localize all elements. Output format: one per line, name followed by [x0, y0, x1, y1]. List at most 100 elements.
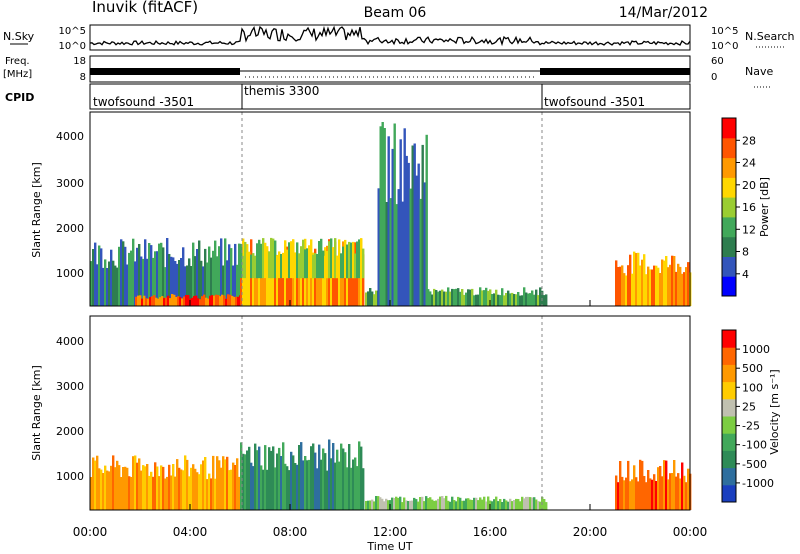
freq-label: Freq. — [5, 56, 30, 67]
velocity-cells-cell-0 — [134, 455, 137, 510]
power-cells-cell-0 — [176, 263, 179, 306]
velocity-cells-cell-0 — [180, 469, 183, 510]
velocity-cells-cell-0 — [234, 465, 237, 510]
velocity-cells-cell-1 — [264, 445, 267, 510]
velocity-cbticks-label-3: 25 — [742, 400, 756, 413]
velocity-cells-cell-1 — [252, 466, 255, 510]
velocity-cbticks-label-0: 1000 — [742, 343, 770, 356]
power-cells-cell-4 — [489, 289, 492, 306]
power-cells-cell-2 — [256, 251, 259, 306]
power-cells-cell-2 — [358, 261, 361, 306]
velocity-cells-cell-2 — [405, 500, 408, 510]
freq-trace — [90, 68, 690, 78]
power-cells-cell-4 — [535, 289, 538, 306]
velocity-cells-cell-0 — [104, 465, 107, 510]
velocity-cells-cell-2 — [507, 501, 510, 510]
power-cells-cell-4 — [441, 289, 444, 306]
velocity-cells-cell-1 — [300, 442, 303, 510]
velocity-cells-cell-1 — [316, 468, 319, 510]
power-cells-cell-2 — [282, 253, 285, 306]
velocity-cells-cell-2 — [505, 500, 508, 510]
power-cells-cell-4 — [471, 288, 474, 306]
velocity-colorbar-band-9 — [722, 330, 736, 348]
velocity-cells-cell-1 — [282, 442, 285, 510]
power-cells-cell-1 — [137, 295, 140, 306]
cpid-frame — [89, 83, 691, 110]
power-cells-cell-1 — [221, 294, 224, 306]
power-cells-cell-4 — [365, 292, 368, 306]
velocity-cells-cell-1 — [306, 460, 309, 510]
power-cells-cell-3 — [356, 241, 359, 279]
velocity-cells-cell-1 — [258, 446, 261, 510]
power-cells-cell-6 — [687, 262, 690, 306]
power-cells-cell-4 — [499, 295, 502, 306]
velocity-cells-cell-0 — [238, 476, 241, 510]
power-cells-cell-0 — [120, 239, 123, 306]
velocity-cells-cell-0 — [160, 465, 163, 510]
power-cells-cell-0 — [214, 240, 217, 306]
power-cells-cell-2 — [340, 261, 343, 306]
power-cells-cell-3 — [342, 246, 345, 279]
power-cells-cell-2 — [330, 255, 333, 306]
nsky-frame — [89, 24, 691, 51]
velocity-cells-cell-0 — [132, 456, 135, 510]
power-cells-cell-3 — [278, 251, 281, 279]
power-cells-cell-0 — [118, 246, 121, 306]
power-cells-cell-0 — [222, 265, 225, 306]
velocity-cells-cell-1 — [346, 467, 349, 510]
power-cells-cell-2 — [352, 250, 355, 306]
power-cells-cell-5 — [395, 204, 398, 306]
velocity-cells-cell-1 — [328, 439, 331, 510]
power-cells-cell-4 — [371, 291, 374, 306]
velocity-cells-cell-0 — [190, 467, 193, 510]
power-cells-cell-6 — [621, 265, 624, 306]
power-ylabel: Slant Range [km] — [30, 162, 43, 258]
velocity-cells-cell-2 — [435, 500, 438, 510]
power-cells-cell-1 — [231, 295, 234, 306]
velocity-cells-cell-0 — [214, 478, 217, 510]
power-cells-cell-5 — [383, 128, 386, 306]
velocity-cells-cell-2 — [455, 501, 458, 510]
velocity-cells-cell-0 — [142, 465, 145, 510]
power-cells-cell-5 — [401, 201, 404, 306]
velocity-cells-cell-1 — [330, 458, 333, 510]
velocity-cells-cell-0 — [204, 457, 207, 510]
power-cells-cell-0 — [160, 242, 163, 306]
power-cells-cell-4 — [429, 291, 432, 306]
power-cbticks-label-3: 16 — [742, 201, 756, 214]
power-cells-cell-6 — [623, 273, 626, 306]
power-cells-cell-3 — [302, 239, 305, 279]
velocity-cells-cell-3 — [629, 481, 632, 510]
velocity-cells-cell-1 — [324, 453, 327, 510]
power-cells-cell-3 — [304, 249, 307, 279]
power-cells-cell-1 — [233, 296, 236, 306]
power-cells-cell-1 — [185, 295, 188, 306]
velocity-cells-cell-1 — [320, 459, 323, 510]
power-cells-cell-6 — [617, 267, 620, 306]
velocity-cells-cell-2 — [429, 497, 432, 510]
power-cells-cell-2 — [306, 255, 309, 306]
power-cells-cell-3 — [280, 254, 283, 279]
power-cells-cell-6 — [671, 255, 674, 306]
power-cells-cell-2 — [346, 257, 349, 306]
velocity-cells-cell-0 — [166, 476, 169, 510]
velocity-cells-cell-0 — [162, 466, 165, 510]
power-cells-cell-3 — [312, 254, 315, 279]
power-cells-cell-1 — [209, 295, 212, 306]
velocity-cells-cell-1 — [336, 449, 339, 510]
power-cells-cell-1 — [237, 296, 240, 306]
velocity-cells-cell-0 — [110, 465, 113, 510]
power-cells-cell-4 — [465, 292, 468, 306]
velocity-cells-cell-0 — [126, 467, 129, 510]
power-cells-cell-5 — [385, 202, 388, 306]
power-cells-cell-1 — [163, 298, 166, 306]
velocity-colorbar-band-6 — [722, 381, 736, 400]
power-cells-cell-4 — [375, 290, 378, 306]
velocity-cells-cell-0 — [170, 475, 173, 510]
power-cells-cell-1 — [201, 296, 204, 306]
velocity-cells-cell-0 — [118, 465, 121, 510]
power-cells-cell-2 — [248, 254, 251, 306]
power-cells-cell-1 — [153, 295, 156, 306]
power-cells-cell-3 — [352, 241, 355, 279]
velocity-cells-cell-2 — [481, 499, 484, 510]
